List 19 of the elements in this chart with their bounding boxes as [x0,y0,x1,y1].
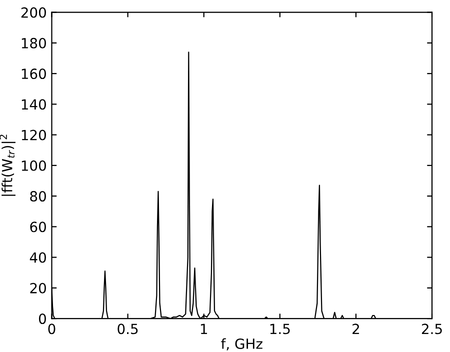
y-tick-label: 160 [22,68,46,80]
y-tick-label: 120 [22,130,46,140]
x-tick-label: 2.5 [422,324,442,334]
y-tick-label: 60 [30,222,46,232]
y-tick-label: 20 [30,282,46,294]
y-tick-label: 40 [30,252,46,263]
x-tick-label: 0 [48,324,56,334]
x-tick-label: 0.5 [118,324,138,334]
y-tick-label: 0 [38,314,46,324]
y-tick-label: 140 [22,99,46,110]
y-tick-label: 100 [22,160,46,171]
y-axis-title: |fft(W$_{tr}$)|$^{2}$ [0,134,16,196]
y-tick-label: 200 [21,7,46,18]
y-tick-label: 180 [22,38,46,48]
y-tick-label: 80 [30,191,46,202]
x-tick-label: 1 [200,324,207,334]
x-tick-label: 1.5 [270,324,290,334]
x-tick-label: 2 [352,324,359,334]
x-axis-title: f, GHz [221,338,262,350]
